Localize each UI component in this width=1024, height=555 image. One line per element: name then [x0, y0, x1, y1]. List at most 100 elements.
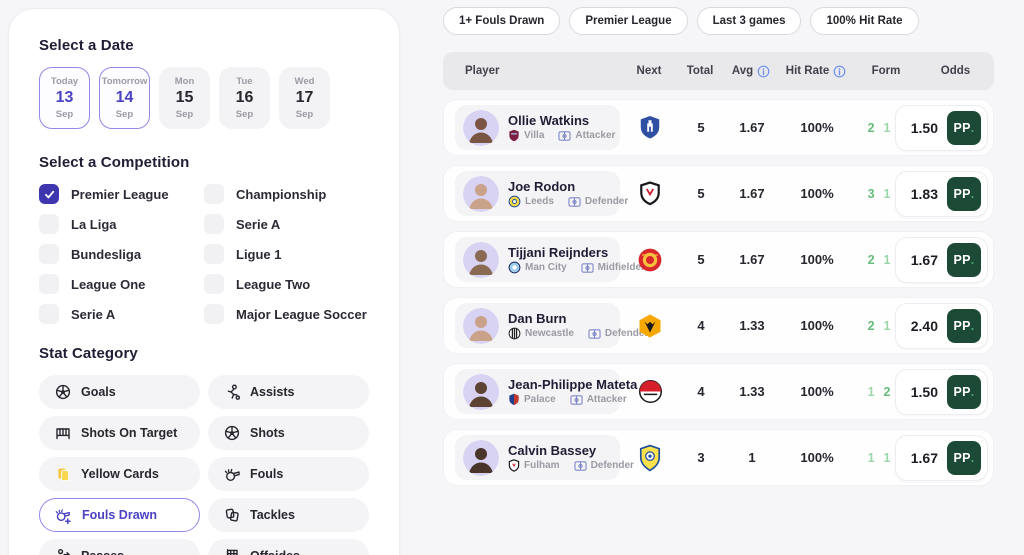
stat-category-button[interactable]: Passes [39, 539, 200, 555]
competition-checkbox-item[interactable]: Premier League [39, 184, 204, 204]
stat-category-button[interactable]: Offsides [208, 539, 369, 555]
competition-label: Major League Soccer [236, 306, 367, 322]
stat-category-button[interactable]: Tackles [208, 498, 369, 532]
competition-label: Serie A [71, 306, 116, 322]
date-picker: Today 13 Sep Tomorrow 14 Sep Mon 15 Sep Tue 16 Sep W… [39, 67, 369, 129]
competition-checkbox-item[interactable]: Major League Soccer [204, 304, 369, 324]
active-filter-chips: 1+ Fouls Drawn Premier League Last 3 games… [443, 7, 994, 35]
stat-category-button[interactable]: Shots [208, 416, 369, 450]
player-row[interactable]: Ollie WatkinsVillaAttacker51.67100%2121.… [443, 99, 994, 156]
competition-checkbox[interactable] [39, 274, 59, 294]
competition-checkbox[interactable] [39, 304, 59, 324]
date-card[interactable]: Wed 17 Sep [279, 67, 330, 129]
odds-value: 1.83 [910, 185, 938, 202]
player-team: Villa [524, 130, 545, 142]
next-opponent-cell [624, 313, 676, 339]
stat-category-button[interactable]: Goals [39, 375, 200, 409]
column-header-label: Hit Rate [785, 65, 830, 77]
date-card[interactable]: Tomorrow 14 Sep [99, 67, 150, 129]
total-cell: 4 [697, 384, 705, 399]
date-card-month: Sep [55, 109, 74, 120]
filter-chip[interactable]: Premier League [569, 7, 688, 35]
odds-button[interactable]: 1.67 PP. [894, 236, 988, 283]
player-cell: Dan Burn Newcastle Defender [444, 303, 648, 348]
competition-checkbox-item[interactable]: La Liga [39, 214, 204, 234]
avg-cell: 1.67 [739, 120, 765, 135]
competition-checkbox[interactable] [204, 274, 224, 294]
competition-checkbox[interactable] [204, 214, 224, 234]
odds-value: 1.67 [910, 251, 938, 268]
odds-button[interactable]: 2.40 PP. [894, 302, 988, 349]
whistle-icon [224, 466, 240, 482]
date-card[interactable]: Mon 15 Sep [159, 67, 210, 129]
palace-mini-crest-icon [508, 393, 520, 406]
column-header-label: Odds [940, 65, 971, 77]
info-icon[interactable] [833, 65, 846, 78]
player-row[interactable]: Calvin BasseyFulhamDefender31100%1111.67… [443, 429, 994, 486]
player-row[interactable]: Joe RodonLeedsDefender51.67100%3111.83PP… [443, 165, 994, 222]
competition-checkbox-item[interactable]: League One [39, 274, 204, 294]
total-cell: 5 [697, 186, 705, 201]
competition-checkbox-item[interactable]: Serie A [204, 214, 369, 234]
competition-checkbox[interactable] [39, 214, 59, 234]
stat-category-label: Offsides [250, 549, 300, 555]
odds-button[interactable]: 1.83 PP. [894, 170, 988, 217]
player-row[interactable]: Tijjani Reijnders Man City Midfielder 5 1.67… [443, 231, 994, 288]
stat-category-button[interactable]: Shots On Target [39, 416, 200, 450]
player-position: Defender [584, 196, 629, 208]
everton-crest-icon [638, 115, 662, 141]
competition-checkbox[interactable] [39, 244, 59, 264]
form-value: 1 [883, 120, 891, 135]
bookmaker-logo[interactable]: PP. [947, 110, 981, 145]
odds-button[interactable]: 1.50 PP. [894, 368, 988, 415]
odds-button[interactable]: 1.50 PP. [894, 104, 988, 151]
competition-checkbox-item[interactable]: League Two [204, 274, 369, 294]
competition-checkbox[interactable] [204, 304, 224, 324]
bookmaker-dot: . [970, 186, 975, 201]
date-card[interactable]: Today 13 Sep [39, 67, 90, 129]
hit-rate-cell: 100% [800, 252, 834, 267]
competition-checkbox[interactable] [204, 184, 224, 204]
filter-chip[interactable]: 100% Hit Rate [810, 7, 919, 35]
form-value: 3 [867, 186, 875, 201]
player-info: Tijjani Reijnders Man City Midfielder [508, 245, 645, 274]
bookmaker-logo[interactable]: PP. [947, 308, 981, 343]
stat-category-button[interactable]: Yellow Cards [39, 457, 200, 491]
filter-chip[interactable]: 1+ Fouls Drawn [443, 7, 561, 35]
competition-checkbox-item[interactable]: Serie A [39, 304, 204, 324]
info-icon[interactable] [757, 65, 770, 78]
stat-category-button[interactable]: Fouls [208, 457, 369, 491]
date-card[interactable]: Tue 16 Sep [219, 67, 270, 129]
fulham-crest-icon [639, 180, 661, 207]
stat-category-button[interactable]: Assists [208, 375, 369, 409]
filters-sidebar: Select a Date Today 13 Sep Tomorrow 14 Sep Mon… [8, 8, 400, 555]
competition-checkbox-item[interactable]: Championship [204, 184, 369, 204]
bookmaker-logo[interactable]: PP. [947, 242, 981, 277]
filter-chip[interactable]: Last 3 games [696, 7, 802, 35]
player-chip: Joe Rodon Leeds Defender [455, 171, 628, 216]
avg-cell: 1 [748, 450, 756, 465]
bookmaker-logo[interactable]: PP. [947, 440, 981, 475]
total-cell: 5 [697, 252, 705, 267]
player-chip: Dan Burn Newcastle Defender [455, 303, 648, 348]
player-cell: Calvin Bassey Fulham Defender [444, 435, 634, 480]
player-row[interactable]: Jean-Philippe Mateta Palace Attacker 4 1.33 1… [443, 363, 994, 420]
date-card-label: Tomorrow [101, 76, 148, 87]
odds-value: 1.50 [910, 119, 938, 136]
competition-label: La Liga [71, 216, 117, 232]
bookmaker-dot: . [970, 450, 975, 465]
pitch-icon [588, 328, 601, 340]
odds-button[interactable]: 1.67 PP. [894, 434, 988, 481]
odds-value: 2.40 [910, 317, 938, 334]
competition-checkbox[interactable] [204, 244, 224, 264]
player-chip: Tijjani Reijnders Man City Midfielder [455, 237, 645, 282]
bookmaker-logo[interactable]: PP. [947, 176, 981, 211]
competition-checkbox-item[interactable]: Ligue 1 [204, 244, 369, 264]
player-row[interactable]: Dan BurnNewcastleDefender41.33100%2112.4… [443, 297, 994, 354]
competition-checkbox-item[interactable]: Bundesliga [39, 244, 204, 264]
player-info: Dan Burn Newcastle Defender [508, 311, 648, 340]
column-header-label: Avg [731, 65, 754, 77]
stat-category-button[interactable]: Fouls Drawn [39, 498, 200, 532]
bookmaker-logo[interactable]: PP. [947, 374, 981, 409]
competition-checkbox[interactable] [39, 184, 59, 204]
